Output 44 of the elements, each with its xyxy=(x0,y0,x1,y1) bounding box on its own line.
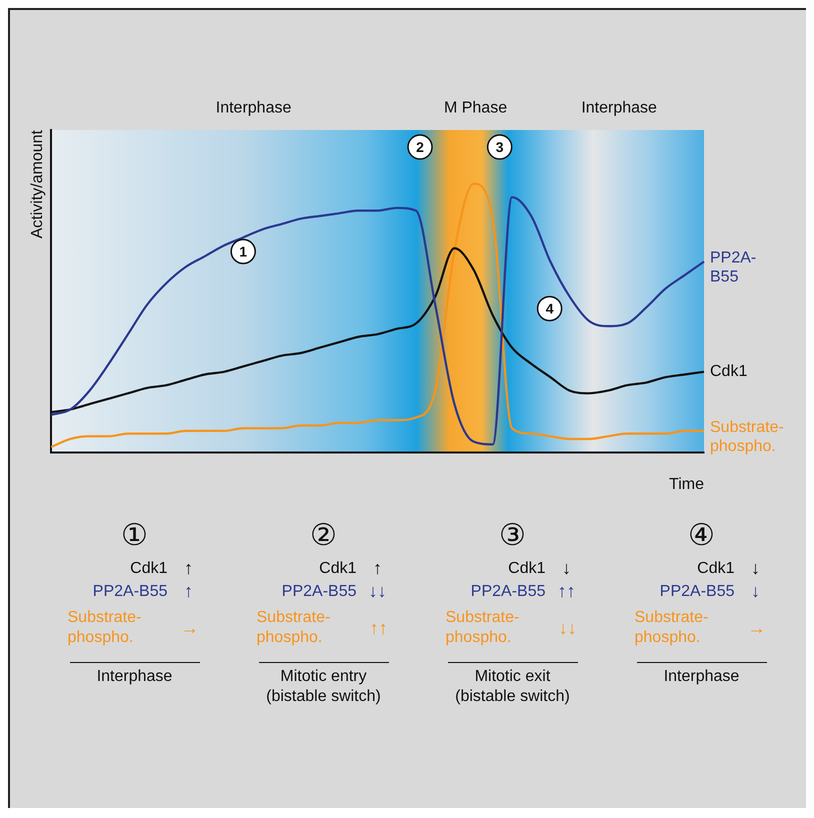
text: → xyxy=(180,618,200,638)
text: M Phase xyxy=(444,99,508,116)
text: Mitotic exit (bistable switch) xyxy=(448,662,578,707)
annotation: 4 xyxy=(546,300,554,316)
text: Interphase xyxy=(636,662,766,687)
text: PP2A-B55 xyxy=(92,582,168,602)
text: ④ xyxy=(688,518,715,553)
text: ↑ xyxy=(372,558,383,579)
text: ↑ xyxy=(183,581,194,602)
text: 2 xyxy=(416,138,424,155)
text: Cdk1 xyxy=(507,558,546,578)
text: ↓↓ xyxy=(368,581,388,602)
text: Interphase xyxy=(70,662,200,687)
text: Substrate-phospho. xyxy=(634,608,710,648)
text: → xyxy=(746,618,767,638)
text: Substrate-phospho. xyxy=(444,608,520,648)
text: PP2A-B55 xyxy=(470,582,546,602)
text: ↓↓ xyxy=(558,618,578,638)
text: ② xyxy=(310,518,337,553)
text: Substrate-phospho. xyxy=(66,608,142,648)
text: PP2A-B55 xyxy=(658,582,734,602)
annotation: 1 xyxy=(239,243,248,260)
text: ③ xyxy=(499,518,526,553)
text: Interphase xyxy=(581,99,658,116)
text: Cdk1 xyxy=(318,558,356,578)
series-label: Substrate-phospho. xyxy=(710,418,784,455)
text: Interphase xyxy=(216,99,292,116)
series-label: PP2A-B55 xyxy=(710,250,756,286)
text: Mitotic entry (bistable switch) xyxy=(258,662,388,707)
text: ↑ xyxy=(183,558,194,579)
text: ① xyxy=(121,518,148,553)
series-label: Cdk1 xyxy=(710,363,748,380)
y-axis-title: Activity/amount xyxy=(29,129,46,238)
text: ↓ xyxy=(750,581,761,602)
text: Cdk1 xyxy=(129,558,168,578)
text: ↓ xyxy=(750,558,761,579)
text: Cdk1 xyxy=(696,558,734,578)
text: 3 xyxy=(496,138,504,155)
text: PP2A-B55 xyxy=(280,582,356,602)
text: ↑↑ xyxy=(556,581,576,602)
x-axis-title: Time xyxy=(669,476,704,493)
text: Substrate-phospho. xyxy=(256,608,332,648)
text: ↓ xyxy=(561,558,572,579)
text: ↑↑ xyxy=(368,618,389,638)
